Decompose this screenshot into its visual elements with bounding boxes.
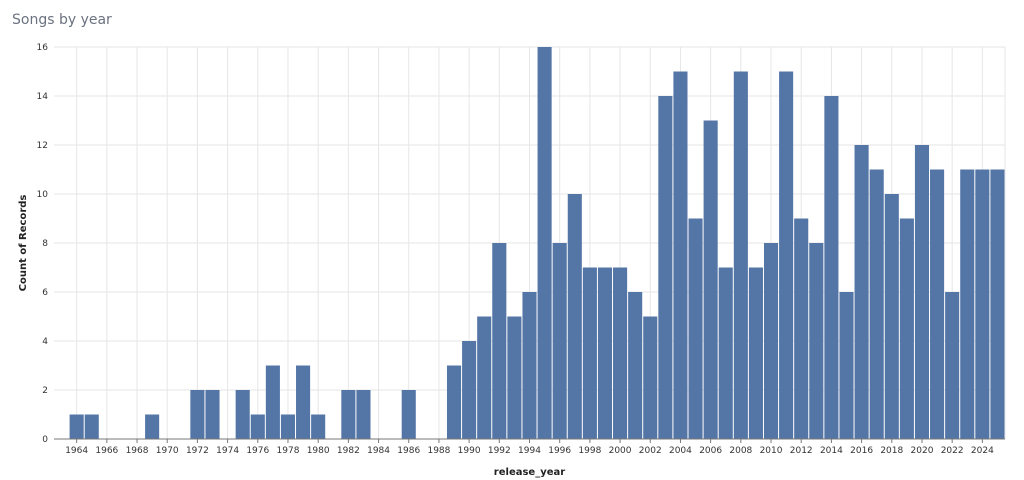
y-tick-label: 10 [37,190,49,200]
bar-1991 [477,316,492,439]
bar-1994 [522,292,537,439]
bar-2023 [960,169,975,439]
bar-2007 [718,267,733,439]
bar-1975 [235,390,250,439]
x-tick-label: 1976 [246,446,269,456]
bar-2022 [945,292,960,439]
y-tick-label: 6 [42,288,48,298]
y-tick-labels: 0 2 4 6 8 10 12 14 16 [37,43,49,445]
x-tick-label: 1996 [548,446,571,456]
bar-1989 [446,365,462,439]
x-tick-label: 1968 [126,446,149,456]
bar-2016 [854,145,869,439]
x-tick-label: 1998 [578,446,601,456]
x-tick-label: 1988 [427,446,450,456]
x-tick-label: 1982 [337,446,360,456]
x-tick-label: 2024 [971,446,994,456]
bar-1997 [567,194,582,439]
bar-2018 [884,194,899,439]
bar-layer [69,47,1005,439]
bar-2000 [613,267,628,439]
bar-2004 [673,71,688,439]
x-tick-label: 1978 [277,446,300,456]
x-tick-label: 1970 [156,446,179,456]
bar-1986 [401,390,416,439]
bar-2024 [975,169,990,439]
bar-2003 [658,96,673,439]
bar-2021 [930,169,945,439]
x-tick-label: 1992 [488,446,511,456]
bar-2005 [688,218,703,439]
x-tick-label: 1980 [307,446,330,456]
bar-2012 [794,218,809,439]
x-tick-label: 2022 [941,446,964,456]
bar-1983 [356,390,371,439]
x-tick-label: 2002 [639,446,662,456]
y-tick-label: 4 [42,337,48,347]
x-tick-label: 2008 [729,446,752,456]
bar-2013 [809,243,824,439]
x-tick-label: 2010 [760,446,783,456]
bar-2008 [733,71,748,439]
x-tick-label: 2018 [880,446,903,456]
bar-2020 [914,145,930,439]
x-tick-label: 1974 [216,446,239,456]
x-tick-label: 2000 [609,446,632,456]
bar-1980 [311,414,326,439]
bar-1965 [84,414,99,439]
bar-2001 [628,292,643,439]
bar-1982 [341,390,356,439]
bar-1979 [296,365,311,439]
bar-2002 [643,316,658,439]
bar-2019 [899,218,914,439]
y-tick-label: 14 [37,92,49,102]
bar-1995 [537,47,552,439]
bar-2006 [703,120,718,439]
bar-2010 [763,243,779,439]
x-tick-label: 2016 [850,446,873,456]
bar-1976 [250,414,265,439]
bar-1992 [492,243,507,439]
x-tick-label: 1984 [367,446,390,456]
x-tick-label: 1964 [65,446,88,456]
bar-1973 [205,390,220,439]
bar-2011 [779,71,794,439]
x-tick-label: 2006 [699,446,722,456]
x-axis-label: release_year [494,467,565,478]
bar-2009 [748,267,763,439]
x-tick-label: 2014 [820,446,843,456]
x-tick-label: 1990 [458,446,481,456]
x-tick-label: 1972 [186,446,209,456]
y-axis-label: Count of Records [18,195,29,292]
bar-2017 [869,169,884,439]
bar-2025 [990,169,1005,439]
x-tick-label: 1966 [95,446,118,456]
bar-1978 [280,414,296,439]
bar-1996 [552,243,567,439]
bar-1998 [582,267,597,439]
bar-1999 [597,267,613,439]
y-tick-label: 0 [42,435,48,445]
x-tick-label: 1994 [518,446,541,456]
x-tick-labels: 1964 1966 1968 1970 1972 1974 1976 1978 1980 1982… [65,439,994,456]
y-tick-label: 12 [37,141,48,151]
y-tick-label: 8 [42,239,48,249]
bar-1964 [69,414,84,439]
bar-2014 [824,96,839,439]
y-tick-label: 2 [42,386,48,396]
bar-1990 [462,341,477,439]
bar-2015 [839,292,854,439]
bar-1993 [507,316,522,439]
bar-1972 [190,390,205,439]
x-tick-label: 2020 [911,446,934,456]
x-tick-label: 1986 [397,446,420,456]
x-tick-label: 2012 [790,446,813,456]
x-tick-label: 2004 [669,446,692,456]
chart-title: Songs by year [12,12,112,28]
bar-1977 [265,365,280,439]
y-tick-label: 16 [37,43,49,53]
bar-1969 [145,414,160,439]
